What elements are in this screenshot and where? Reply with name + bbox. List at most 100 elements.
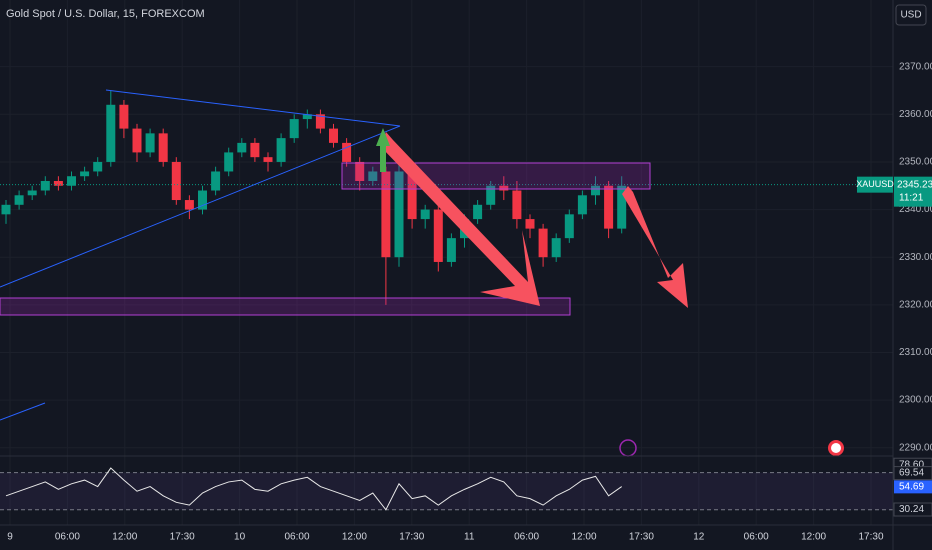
symbol: XAUUSD [856, 179, 894, 189]
candle-body [80, 171, 90, 177]
candle-body [171, 161, 181, 201]
y-tick-label: 2360.00 [899, 109, 932, 120]
candle-body [27, 190, 37, 196]
axes: 2290.00 2300.00 2310.00 2320.00 2330.00 2340.… [7, 61, 932, 543]
x-tick-label: 06:00 [284, 532, 309, 543]
candle-body [604, 185, 614, 229]
rsi-line [5, 467, 622, 511]
candle-body [473, 204, 483, 220]
candle-body [53, 180, 63, 186]
x-tick-label: 06:00 [744, 532, 769, 543]
symbol-tag [857, 176, 893, 193]
y-tick-label: 2290.00 [899, 442, 932, 453]
rsi-label: 69.54 [899, 468, 924, 479]
candle-body [368, 171, 378, 181]
x-tick-label: 10 [234, 532, 246, 543]
x-tick-label: 17:30 [170, 532, 195, 543]
x-tick-label: 12:00 [801, 532, 826, 543]
plot [0, 90, 893, 511]
x-tick-label: 12 [693, 532, 705, 543]
price-tag [894, 176, 932, 207]
drawings [0, 89, 844, 457]
y-tick-label: 2370.00 [899, 61, 932, 72]
arrow [380, 132, 540, 306]
x-tick-label: 12:00 [342, 532, 367, 543]
candle-body [525, 219, 535, 229]
x-tick-label: 06:00 [55, 532, 80, 543]
candle-body [224, 152, 234, 172]
arrow [376, 128, 390, 172]
rsi-label-box [893, 502, 932, 517]
x-tick-label: 06:00 [514, 532, 539, 543]
candle-body [420, 209, 430, 220]
arrow [622, 186, 688, 308]
rsi-label-box [893, 466, 932, 481]
candle-body [617, 185, 627, 229]
x-tick-label: 17:30 [399, 532, 424, 543]
candle-body [211, 171, 221, 191]
x-tick-label: 9 [7, 532, 13, 543]
candle-body [263, 157, 273, 162]
candle-body [14, 195, 24, 205]
candle-body [302, 114, 312, 120]
candle-body [315, 114, 325, 129]
candle-body [250, 142, 260, 158]
countdown: 11:21 [899, 192, 924, 203]
y-tick-label: 2340.00 [899, 204, 932, 215]
candle-body [446, 238, 456, 262]
candle-body [40, 180, 50, 191]
y-tick-label: 2300.00 [899, 395, 932, 406]
candle-body [486, 185, 496, 205]
rsi-label: 54.69 [899, 482, 924, 493]
candle-body [499, 185, 509, 191]
y-tick-label: 2320.00 [899, 299, 932, 310]
rsi-band [0, 472, 893, 510]
candle-body [381, 171, 391, 258]
x-tick-label: 12:00 [571, 532, 596, 543]
x-tick-label: 12:00 [112, 532, 137, 543]
candle-body [512, 190, 522, 220]
y-tick-label: 2330.00 [899, 252, 932, 263]
candle-body [93, 161, 103, 172]
x-tick-label: 11 [464, 532, 475, 543]
candle-body [551, 238, 561, 258]
candle-body [198, 190, 207, 210]
candle-body [237, 142, 247, 153]
rsi-label: 78.60 [899, 459, 924, 470]
candle-body [355, 161, 365, 181]
candle-body [276, 138, 286, 162]
candle-body [564, 214, 574, 239]
zone [0, 297, 571, 316]
candle-body [132, 128, 142, 153]
currency[interactable]: USD [900, 10, 921, 21]
candle-body [577, 195, 587, 215]
icon [831, 443, 841, 453]
currency-button[interactable] [895, 4, 927, 26]
chart-title: Gold Spot / U.S. Dollar, 15, FOREXCOM [6, 8, 205, 20]
x-tick-label: 17:30 [629, 532, 654, 543]
candle-body [158, 133, 168, 162]
candle-body [329, 128, 338, 143]
rsi-label: 30.24 [899, 504, 924, 515]
y-tick-label: 2310.00 [899, 347, 932, 358]
candle-body [106, 104, 116, 162]
trendline [0, 125, 401, 288]
candle-body [289, 119, 299, 139]
candle-body [394, 171, 404, 258]
grid [0, 0, 893, 525]
candle-body [1, 204, 11, 215]
candle-body [67, 176, 76, 186]
last-price: 2345.23 [897, 179, 932, 190]
candle-body [591, 185, 600, 196]
candle-body [433, 209, 443, 262]
rsi-label-box [894, 480, 932, 494]
candle-body [342, 142, 352, 162]
candle-body [184, 200, 194, 210]
trendline [105, 89, 401, 127]
trendline [0, 402, 46, 421]
y-tick-label: 2350.00 [899, 157, 932, 168]
candle-body [538, 228, 548, 258]
zone [341, 162, 651, 190]
